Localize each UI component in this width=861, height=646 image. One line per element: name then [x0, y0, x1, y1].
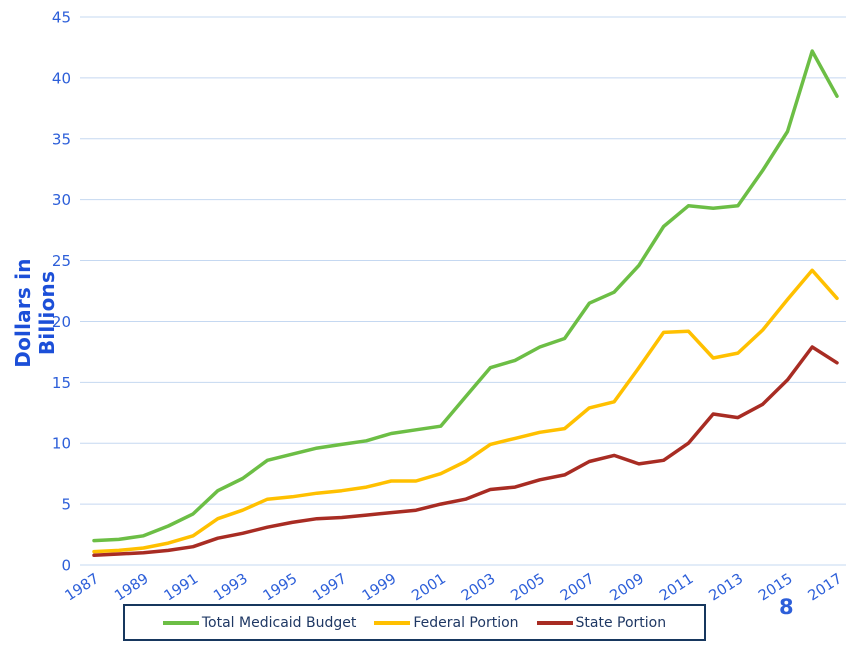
legend-item-state-portion: State Portion: [536, 614, 667, 631]
legend-label-state-portion: State Portion: [575, 614, 667, 631]
y-tick-label: 20: [52, 313, 71, 331]
x-tick-label: 2005: [508, 571, 548, 605]
x-tick-label: 2009: [607, 571, 647, 605]
x-tick-label: 2011: [657, 571, 697, 605]
y-tick-label: 45: [52, 9, 71, 27]
page-number-artifact: 8: [779, 595, 794, 619]
legend-item-federal-portion: Federal Portion: [374, 614, 519, 631]
x-tick-label: 2007: [558, 571, 598, 605]
legend-item-total-medicaid-budget: Total Medicaid Budget: [162, 614, 357, 631]
series-line-2: [92, 345, 839, 558]
y-tick-labels: 0 5 10 15 20 25 30 35 40 45: [52, 9, 71, 575]
y-tick-label: 30: [52, 191, 71, 209]
legend-label-total-medicaid-budget: Total Medicaid Budget: [201, 614, 357, 631]
y-tick-label: 25: [52, 252, 71, 270]
gridlines: [80, 16, 846, 566]
x-tick-label: 2001: [409, 571, 449, 605]
y-axis-title: Dollars in Billions: [11, 258, 59, 368]
legend-label-federal-portion: Federal Portion: [413, 614, 519, 631]
x-tick-label: 2017: [806, 571, 846, 605]
x-tick-label: 1987: [63, 571, 103, 605]
x-tick-label: 1995: [261, 571, 301, 605]
series-line-1: [92, 268, 839, 554]
y-tick-label: 10: [52, 435, 71, 453]
legend-line-swatch-green: [162, 620, 199, 625]
y-tick-label: 5: [61, 496, 71, 514]
chart-legend: Total Medicaid Budget Federal Portion St…: [123, 604, 706, 641]
x-tick-label: 1997: [310, 571, 350, 605]
x-tick-label: 1991: [162, 571, 202, 605]
x-tick-label: 2013: [706, 571, 746, 605]
y-tick-label: 40: [52, 69, 71, 87]
legend-line-swatch-red: [536, 620, 573, 625]
y-tick-label: 0: [61, 557, 71, 575]
x-tick-label: 1989: [112, 571, 152, 605]
x-tick-label: 1999: [360, 571, 400, 605]
y-tick-label: 15: [52, 374, 71, 392]
x-tick-label: 2003: [459, 571, 499, 605]
series-line-0: [92, 49, 839, 543]
x-tick-label: 1993: [211, 571, 251, 605]
legend-line-swatch-yellow: [374, 620, 411, 625]
x-tick-labels: 1987 1989 1991 1993 1995 1997 1999 2001 2003 2005…: [63, 571, 846, 605]
y-tick-label: 35: [52, 130, 71, 148]
